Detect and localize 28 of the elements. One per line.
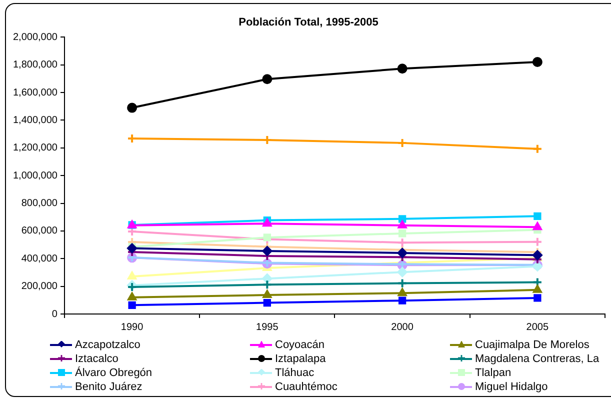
legend-label: Álvaro Obregón (75, 366, 152, 378)
legend-label: Azcapotzalco (75, 338, 140, 350)
y-tick-label: 1,200,000 (12, 142, 58, 154)
y-tick-label: 0 (52, 308, 58, 320)
legend-label: Cuauhtémoc (275, 380, 338, 392)
legend-label: Tlalpan (475, 366, 512, 378)
legend-label: Magdalena Contreras, La (475, 352, 600, 364)
legend-label: Cuajimalpa De Morelos (475, 338, 590, 350)
legend-label: Iztacalco (75, 352, 118, 364)
legend-label: Iztapalapa (275, 352, 326, 364)
x-tick-label: 2005 (526, 322, 549, 333)
y-tick-label: 800,000 (21, 198, 58, 210)
y-tick-label: 1,800,000 (12, 60, 58, 71)
y-tick-label: 1,400,000 (12, 114, 58, 126)
y-tick-label: 1,000,000 (12, 170, 58, 182)
x-tick-label: 1990 (120, 322, 144, 333)
legend-label: Benito Juárez (75, 380, 142, 392)
y-tick-label: 200,000 (21, 281, 58, 292)
y-tick-label: 2,000,000 (12, 32, 58, 43)
legend-label: Coyoacán (275, 338, 325, 350)
legend-label: Tláhuac (275, 366, 314, 378)
y-tick-label: 1,600,000 (12, 87, 58, 98)
y-tick-label: 400,000 (21, 253, 58, 264)
x-tick-label: 2000 (391, 322, 414, 333)
x-tick-label: 1995 (256, 322, 279, 333)
chart-title: Población Total, 1995-2005 (238, 16, 378, 29)
y-tick-label: 600,000 (21, 226, 58, 237)
legend-label: Miguel Hidalgo (475, 380, 548, 392)
